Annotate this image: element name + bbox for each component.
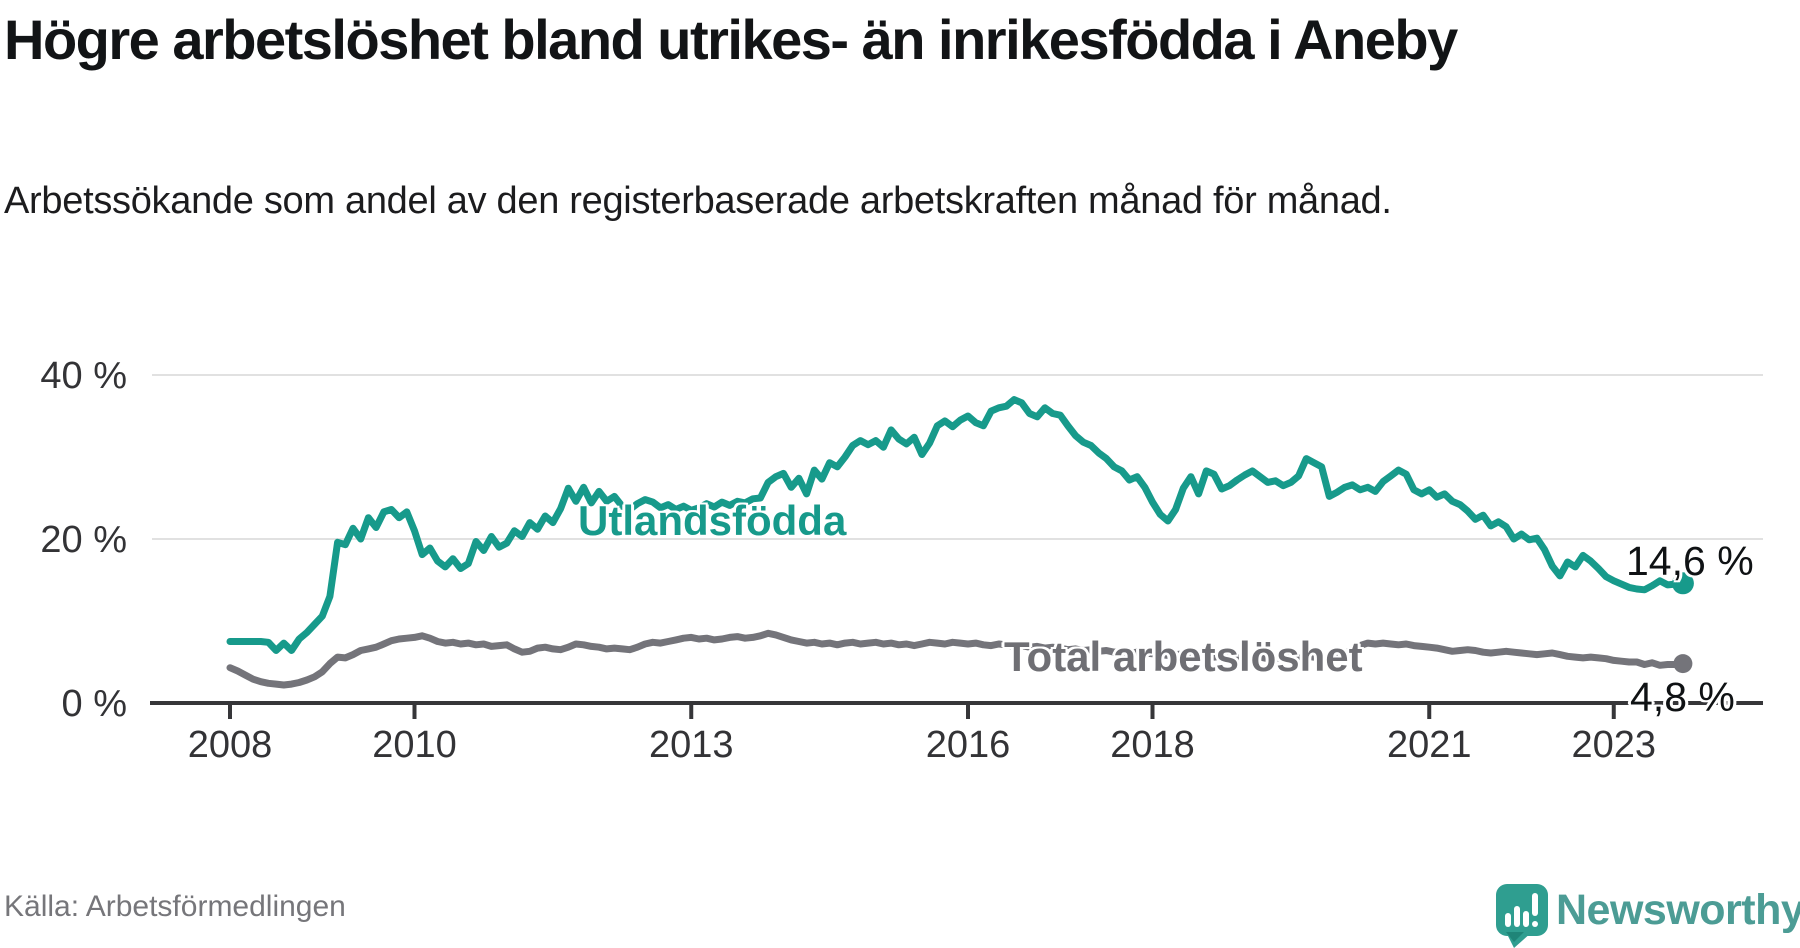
x-tick-label: 2023 [1571,724,1656,766]
series-end-dot-1 [1673,654,1693,674]
x-tick-label: 2018 [1110,724,1195,766]
y-tick-label: 0 % [62,683,127,725]
x-tick-label: 2021 [1387,724,1472,766]
end-value-total: 4,8 % [1630,674,1735,720]
page-title: Högre arbetslöshet bland utrikes- än inr… [4,8,1458,71]
series-label-utlandsfodda: Utlandsfödda [578,497,847,544]
series-end-dot-0 [1671,572,1694,595]
newsworthy-wordmark: Newsworthy [1556,886,1800,934]
end-value-utlandsfodda: 14,6 % [1626,538,1754,584]
x-tick-label: 2013 [649,724,734,766]
y-tick-label: 20 % [40,519,127,561]
x-tick-label: 2010 [372,724,457,766]
x-tick-label: 2016 [926,724,1011,766]
newsworthy-bubble-icon [1496,884,1548,948]
newsworthy-logo: Newsworthy [1492,882,1800,948]
series-line-1 [226,629,1687,689]
y-tick-label: 40 % [40,355,127,397]
source-note: Källa: Arbetsförmedlingen [4,890,346,923]
chart-subtitle: Arbetssökande som andel av den registerb… [4,180,1392,222]
series-label-total: Total arbetslöshet [1004,633,1363,680]
x-tick-label: 2008 [188,724,273,766]
series-line-0 [226,396,1687,654]
